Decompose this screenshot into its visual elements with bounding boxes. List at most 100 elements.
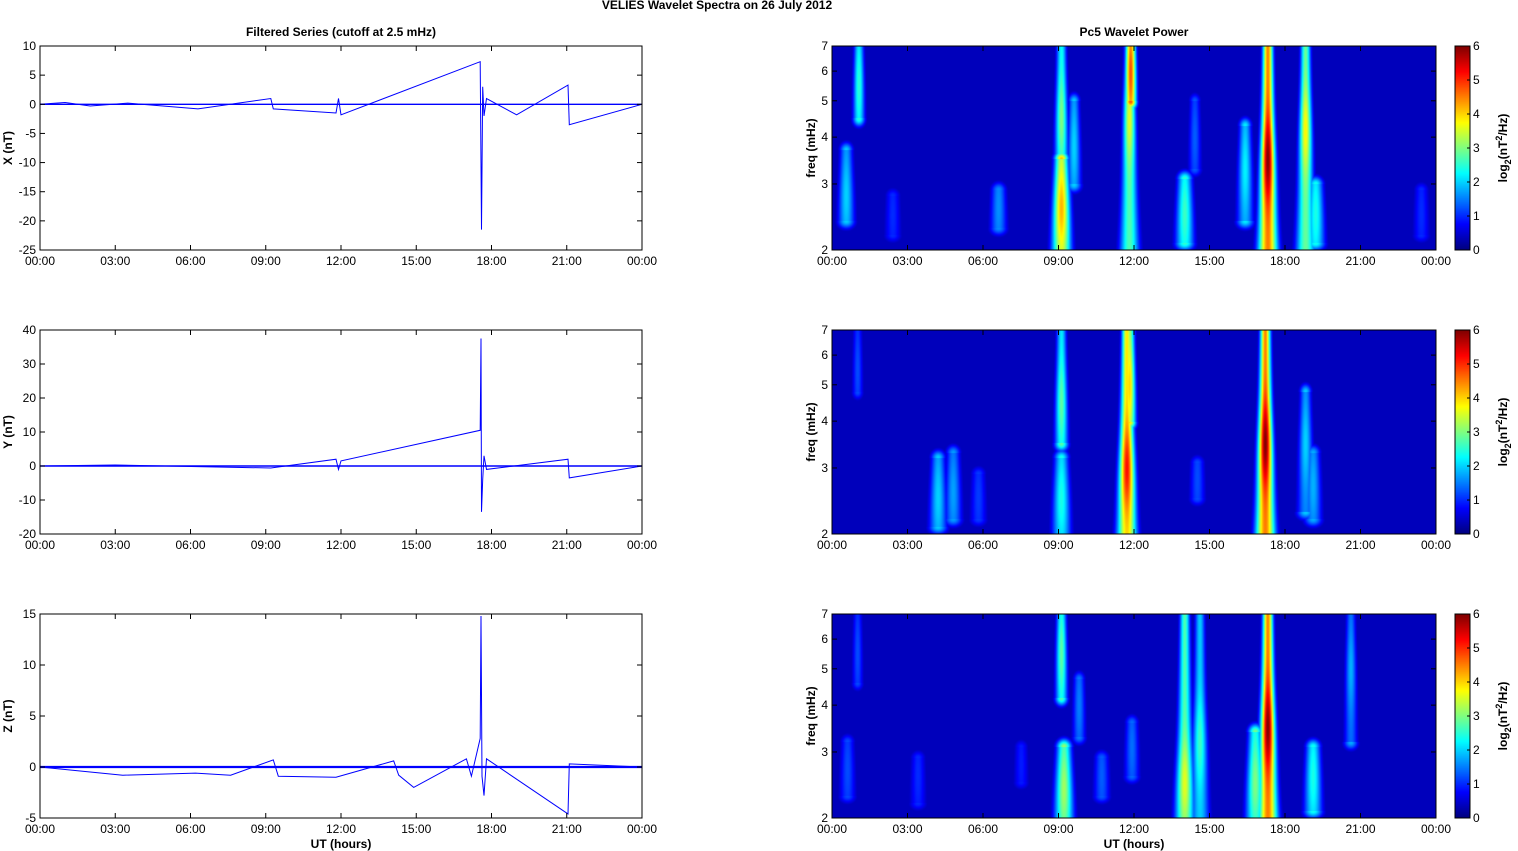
series-line xyxy=(39,60,643,230)
colorbar-tick-label: 2 xyxy=(1473,175,1480,189)
x-tick-label: 15:00 xyxy=(401,254,431,268)
x-tick-label: 06:00 xyxy=(175,538,205,552)
x-tick-label: 09:00 xyxy=(1043,538,1073,552)
y-tick-label: 0 xyxy=(29,97,36,111)
x-tick-label: 12:00 xyxy=(326,822,356,836)
colorbar-gradient xyxy=(1455,330,1470,534)
x-tick-label: 12:00 xyxy=(326,254,356,268)
x-tick-label: 15:00 xyxy=(401,538,431,552)
plot-frame xyxy=(39,329,643,535)
x-tick-label: 18:00 xyxy=(1270,822,1300,836)
y-tick-label: 10 xyxy=(23,425,37,439)
colorbar-tick-label: 5 xyxy=(1473,357,1480,371)
x-tick-label: 00:00 xyxy=(25,822,55,836)
y-tick-label: -10 xyxy=(19,156,37,170)
x-tick-label: 00:00 xyxy=(627,822,657,836)
x-tick-label: 06:00 xyxy=(968,254,998,268)
x-tick-label: 15:00 xyxy=(1194,254,1224,268)
colorbar-tick-label: 4 xyxy=(1473,107,1480,121)
y-tick-label: -5 xyxy=(25,811,36,825)
colorbar-label: log2(nT2/Hz) xyxy=(1494,682,1513,751)
x-tick-label: 18:00 xyxy=(1270,538,1300,552)
colorbar-tick-label: 5 xyxy=(1473,73,1480,87)
colorbar: 6 5 4 3 2 1 0 log2(nT2/Hz) xyxy=(1454,39,1513,257)
y-axis-label: freq (mHz) xyxy=(804,402,818,461)
x-tick-label: 03:00 xyxy=(100,254,130,268)
plot-frame xyxy=(39,45,643,251)
x-tick-label: 00:00 xyxy=(817,254,847,268)
x-tick-label: 03:00 xyxy=(100,538,130,552)
y-tick-label: 5 xyxy=(29,68,36,82)
y-tick-label: 6 xyxy=(821,632,828,646)
y-tick-label: 4 xyxy=(821,130,828,144)
colorbar: 6 5 4 3 2 1 0 log2(nT2/Hz) xyxy=(1454,607,1513,825)
colorbar-tick-label: 1 xyxy=(1473,209,1480,223)
line-panel-3: 00:00 03:00 06:00 09:00 12:00 15:00 18:00 21:00… xyxy=(1,607,657,851)
x-tick-label: 00:00 xyxy=(1421,254,1451,268)
colorbar-tick-label: 2 xyxy=(1473,743,1480,757)
y-axis-label: freq (mHz) xyxy=(804,118,818,177)
x-tick-label: 15:00 xyxy=(1194,538,1224,552)
colorbar-gradient xyxy=(1455,614,1470,818)
colorbar-tick-label: 4 xyxy=(1473,391,1480,405)
y-tick-label: 0 xyxy=(29,459,36,473)
x-tick-label: 18:00 xyxy=(476,822,506,836)
y-tick-label: 0 xyxy=(29,760,36,774)
x-tick-label: 03:00 xyxy=(100,822,130,836)
y-tick-label: 3 xyxy=(821,461,828,475)
x-tick-label: 15:00 xyxy=(401,822,431,836)
colorbar: 6 5 4 3 2 1 0 log2(nT2/Hz) xyxy=(1454,323,1513,541)
y-axis-label: freq (mHz) xyxy=(804,686,818,745)
spectrum-panel-2: 6 5 4 3 2 1 0 log2(nT2/Hz) 00:00 03:00 06:00 09:00 1… xyxy=(804,323,1513,552)
y-tick-label: -15 xyxy=(19,185,37,199)
colorbar-tick-label: 5 xyxy=(1473,641,1480,655)
x-tick-label: 15:00 xyxy=(1194,822,1224,836)
panel-title: Pc5 Wavelet Power xyxy=(1080,25,1189,39)
x-tick-label: 12:00 xyxy=(326,538,356,552)
x-tick-label: 00:00 xyxy=(817,822,847,836)
plot-frame xyxy=(39,613,643,819)
y-tick-label: 5 xyxy=(821,378,828,392)
y-tick-label: -10 xyxy=(19,493,37,507)
y-tick-label: 2 xyxy=(821,527,828,541)
x-tick-label: 09:00 xyxy=(1043,822,1073,836)
wavelet-power-image xyxy=(832,46,1436,250)
colorbar-tick-label: 0 xyxy=(1473,811,1480,825)
x-tick-label: 00:00 xyxy=(25,254,55,268)
y-axis-label: Z (nT) xyxy=(1,699,15,732)
y-tick-label: 10 xyxy=(23,658,37,672)
x-axis-label: UT (hours) xyxy=(311,837,372,851)
y-tick-label: 4 xyxy=(821,698,828,712)
x-tick-label: 00:00 xyxy=(25,538,55,552)
line-panel-2: 00:00 03:00 06:00 09:00 12:00 15:00 18:00 21:00… xyxy=(1,323,657,552)
y-tick-label: 7 xyxy=(821,323,828,337)
colorbar-label: log2(nT2/Hz) xyxy=(1494,114,1513,183)
colorbar-tick-label: 6 xyxy=(1473,323,1480,337)
colorbar-tick-label: 6 xyxy=(1473,607,1480,621)
wavelet-power-image xyxy=(832,614,1436,818)
y-tick-label: 3 xyxy=(821,745,828,759)
y-tick-label: 30 xyxy=(23,357,37,371)
y-tick-label: 7 xyxy=(821,39,828,53)
x-tick-label: 18:00 xyxy=(1270,254,1300,268)
colorbar-tick-label: 6 xyxy=(1473,39,1480,53)
x-tick-label: 03:00 xyxy=(892,254,922,268)
x-tick-label: 09:00 xyxy=(251,254,281,268)
x-tick-label: 03:00 xyxy=(892,822,922,836)
y-tick-label: 40 xyxy=(23,323,37,337)
colorbar-tick-label: 3 xyxy=(1473,141,1480,155)
x-tick-label: 21:00 xyxy=(1345,822,1375,836)
y-tick-label: 3 xyxy=(821,177,828,191)
colorbar-gradient xyxy=(1455,46,1470,250)
x-tick-label: 06:00 xyxy=(175,254,205,268)
x-tick-label: 18:00 xyxy=(476,254,506,268)
colorbar-label: log2(nT2/Hz) xyxy=(1494,398,1513,467)
x-tick-label: 06:00 xyxy=(968,538,998,552)
x-tick-label: 00:00 xyxy=(1421,538,1451,552)
x-tick-label: 06:00 xyxy=(175,822,205,836)
x-tick-label: 12:00 xyxy=(1119,538,1149,552)
y-tick-label: -25 xyxy=(19,243,37,257)
y-tick-label: 20 xyxy=(23,391,37,405)
y-tick-label: 15 xyxy=(23,607,37,621)
